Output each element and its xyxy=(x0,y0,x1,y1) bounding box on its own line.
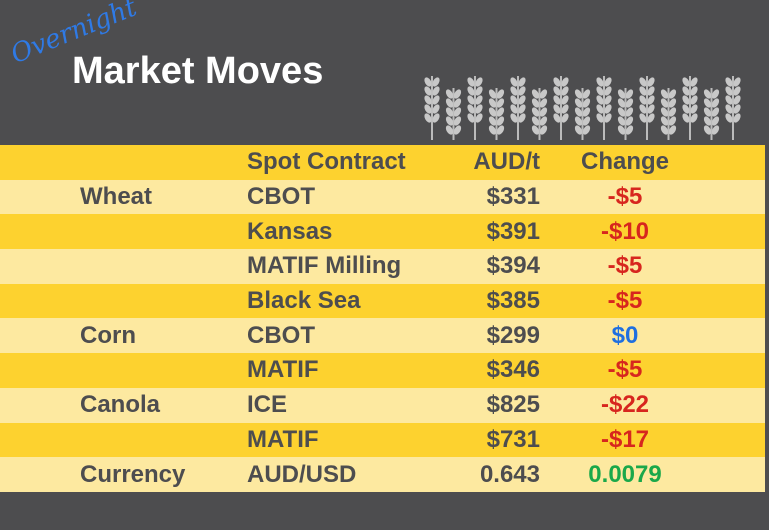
change: -$10 xyxy=(600,217,650,245)
wheat-stalk xyxy=(596,76,612,140)
table-row: MATIF $346 -$5 xyxy=(0,353,765,388)
wheat-stalk xyxy=(574,88,591,140)
contract: ICE xyxy=(247,391,288,419)
wheat-stalk xyxy=(467,76,483,140)
price: $346 xyxy=(486,356,540,384)
wheat-stalk xyxy=(725,76,741,140)
price: $385 xyxy=(486,287,540,315)
price: $391 xyxy=(486,217,540,245)
table-row: MATIF Milling $394 -$5 xyxy=(0,249,765,284)
contract: Kansas xyxy=(247,217,333,245)
table-row: Kansas $391 -$10 xyxy=(0,214,765,250)
contract: CBOT xyxy=(247,183,315,211)
table-row: Currency AUD/USD 0.643 0.0079 xyxy=(0,457,765,492)
column-header: AUD/t xyxy=(473,148,540,176)
contract: MATIF xyxy=(247,425,319,453)
commodity: Currency xyxy=(80,460,186,488)
table: Spot Contract AUD/t Change Wheat CBOT $331 -$5… xyxy=(0,145,765,492)
wheat-stalk xyxy=(531,88,548,140)
wheat-stalk xyxy=(553,76,569,140)
wheat-stalk xyxy=(488,88,505,140)
table-row: Canola ICE $825 -$22 xyxy=(0,387,765,423)
table-row: Corn CBOT $299 $0 xyxy=(0,318,765,354)
column-header: Spot Contract xyxy=(247,148,406,176)
wheat-stalk xyxy=(445,88,462,140)
contract: CBOT xyxy=(247,321,315,349)
contract: MATIF Milling xyxy=(247,252,402,280)
table-row: MATIF $731 -$17 xyxy=(0,422,765,458)
change: -$17 xyxy=(600,425,650,453)
change: -$5 xyxy=(607,183,643,211)
change: $0 xyxy=(611,321,639,349)
price: 0.643 xyxy=(479,460,540,488)
commodity: Corn xyxy=(80,321,136,349)
title: Market Moves xyxy=(72,50,324,92)
price: $331 xyxy=(486,183,540,211)
wheat-decoration xyxy=(424,76,741,140)
table-row: Black Sea $385 -$5 xyxy=(0,283,765,319)
column-header: Change xyxy=(580,148,670,176)
wheat-stalk xyxy=(510,76,526,140)
price: $299 xyxy=(486,321,540,349)
change: -$5 xyxy=(607,287,643,315)
change: -$22 xyxy=(600,391,650,419)
change: -$5 xyxy=(607,356,643,384)
contract: MATIF xyxy=(247,356,319,384)
wheat-stalk xyxy=(703,88,720,140)
wheat-stalk xyxy=(424,76,440,140)
header-row: Spot Contract AUD/t Change xyxy=(0,145,765,180)
wheat-stalk xyxy=(660,88,677,140)
wheat-stalk xyxy=(682,76,698,140)
wheat-stalk xyxy=(639,76,655,140)
contract: AUD/USD xyxy=(247,460,357,488)
wheat-stalk xyxy=(617,88,634,140)
price: $394 xyxy=(486,252,540,280)
price: $825 xyxy=(486,391,540,419)
change: 0.0079 xyxy=(588,460,662,488)
change: -$5 xyxy=(607,252,643,280)
contract: Black Sea xyxy=(247,287,361,315)
commodity: Canola xyxy=(80,391,161,419)
commodity: Wheat xyxy=(80,183,152,211)
price: $731 xyxy=(486,425,540,453)
table-row: Wheat CBOT $331 -$5 xyxy=(0,179,765,215)
